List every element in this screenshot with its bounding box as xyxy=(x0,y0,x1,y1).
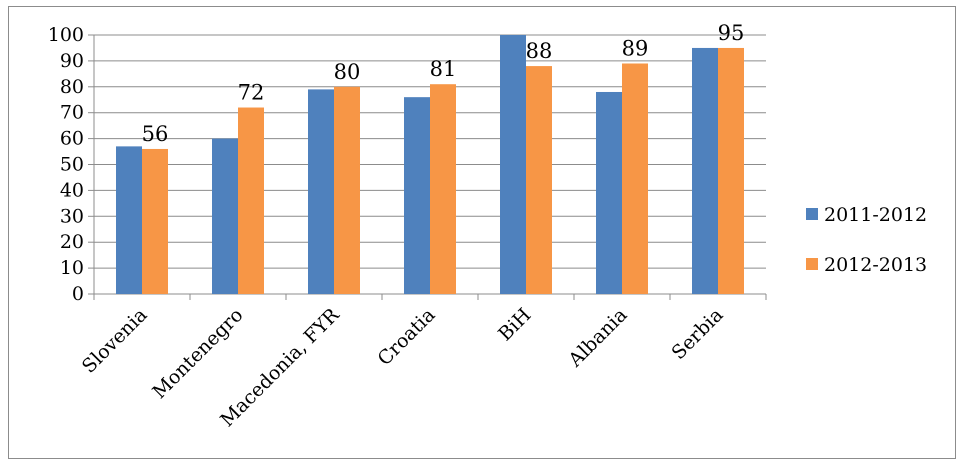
bar-2012-2013 xyxy=(430,84,456,295)
bar-2011-2012 xyxy=(404,97,430,294)
y-tick-label: 90 xyxy=(60,50,84,72)
bar-2011-2012 xyxy=(596,91,622,294)
y-tick-label: 60 xyxy=(60,128,84,150)
bar-2012-2013 xyxy=(526,66,552,294)
y-tick-label: 30 xyxy=(60,205,84,227)
x-tick-label: Albania xyxy=(564,304,632,372)
y-tick-label: 20 xyxy=(60,231,84,253)
data-label: 89 xyxy=(622,36,649,60)
y-tick-label: 40 xyxy=(60,179,84,201)
data-labels: 56 72 80 81 88 89 95 xyxy=(142,21,745,146)
data-label: 80 xyxy=(334,60,361,84)
y-tick-label: 0 xyxy=(72,283,84,305)
bar-2012-2013 xyxy=(622,63,648,294)
y-tick-label: 80 xyxy=(60,76,84,98)
legend-swatch-2011-2012 xyxy=(806,208,818,220)
x-tick-label: Croatia xyxy=(373,304,439,370)
legend: 2011-2012 2012-2013 xyxy=(806,204,927,276)
bar-2012-2013 xyxy=(334,86,360,294)
data-label: 81 xyxy=(430,57,457,81)
bar-2012-2013 xyxy=(718,47,744,295)
y-tick-label: 70 xyxy=(60,102,84,124)
x-tick-label: Slovenia xyxy=(78,304,152,378)
y-tick-label: 10 xyxy=(60,257,84,279)
data-label: 88 xyxy=(526,39,553,63)
bar-2011-2012 xyxy=(308,89,334,294)
legend-label-2011-2012: 2011-2012 xyxy=(824,204,927,226)
bars xyxy=(116,35,744,295)
y-axis: 0 10 20 30 40 50 60 70 80 90 100 xyxy=(48,24,95,305)
x-tick-label: Serbia xyxy=(667,304,727,364)
data-label: 56 xyxy=(142,122,169,146)
legend-swatch-2012-2013 xyxy=(806,258,818,270)
bar-2011-2012 xyxy=(116,146,142,294)
x-tick-label: Montenegro xyxy=(148,304,247,403)
bar-2012-2013 xyxy=(142,148,168,294)
legend-label-2012-2013: 2012-2013 xyxy=(824,254,927,276)
data-label: 95 xyxy=(718,21,745,45)
data-label: 72 xyxy=(238,81,265,105)
y-tick-label: 100 xyxy=(48,24,84,46)
y-tick-label: 50 xyxy=(60,154,84,176)
gridlines xyxy=(94,34,766,269)
bar-2011-2012 xyxy=(212,138,238,294)
x-tick-label: BiH xyxy=(494,304,535,345)
bar-2012-2013 xyxy=(238,107,264,295)
bar-2011-2012 xyxy=(500,35,526,294)
bar-2011-2012 xyxy=(692,47,718,295)
